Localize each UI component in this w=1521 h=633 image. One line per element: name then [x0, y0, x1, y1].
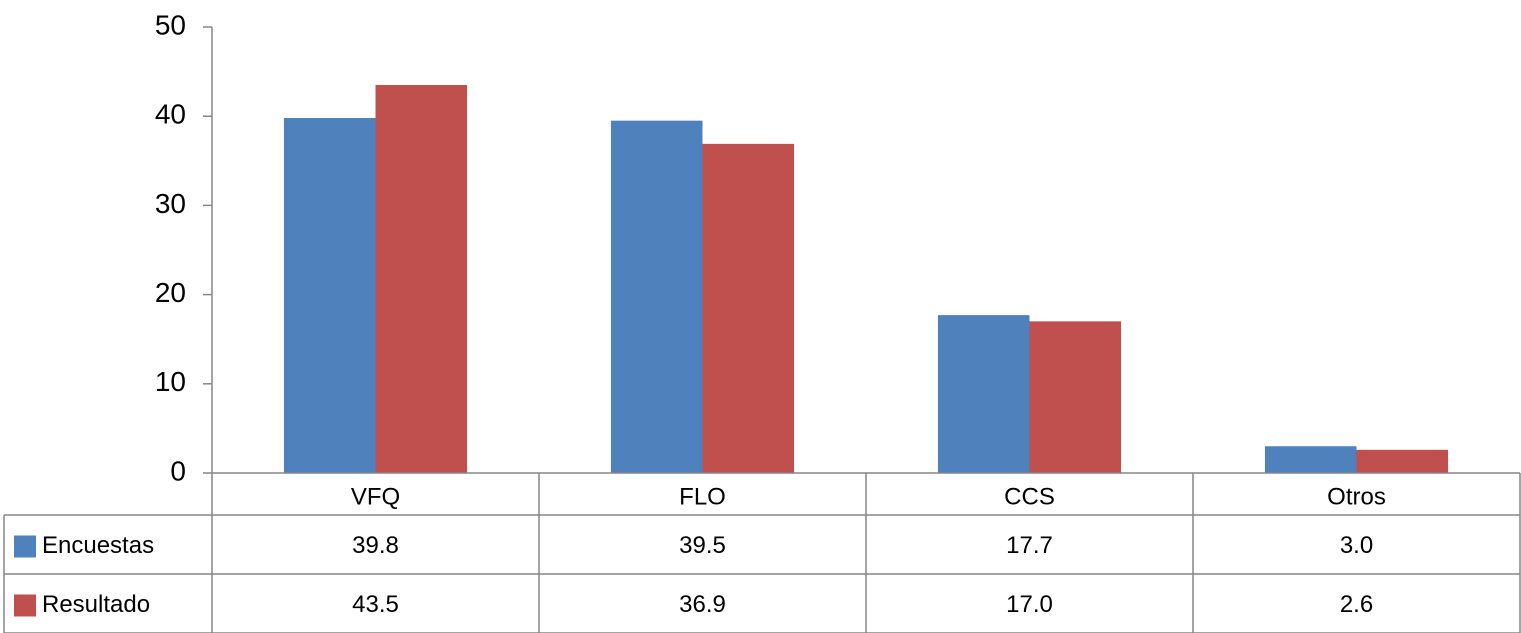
table-value: 36.9 — [679, 591, 726, 618]
table-value: 2.6 — [1340, 591, 1373, 618]
y-tick-label: 30 — [155, 188, 186, 219]
legend-key — [14, 594, 36, 617]
legend-label: Resultado — [42, 591, 150, 618]
legend-label: Encuestas — [42, 532, 154, 559]
y-tick-label: 10 — [155, 366, 186, 397]
x-tick-label: Otros — [1327, 483, 1386, 510]
table-value: 17.0 — [1006, 591, 1053, 618]
bar — [1264, 446, 1357, 473]
x-tick-label: VFQ — [351, 483, 400, 510]
bar — [610, 120, 703, 473]
bar — [375, 84, 468, 473]
legend-key — [14, 535, 36, 558]
table-value: 43.5 — [352, 591, 399, 618]
table-value: 39.5 — [679, 532, 726, 559]
bar — [1356, 449, 1449, 473]
table-value: 3.0 — [1340, 532, 1373, 559]
x-tick-label: CCS — [1004, 483, 1055, 510]
bar — [1029, 321, 1122, 473]
y-tick-label: 40 — [155, 99, 186, 130]
bar — [283, 117, 376, 473]
x-tick-label: FLO — [679, 483, 726, 510]
y-tick-label: 20 — [155, 277, 186, 308]
y-tick-label: 0 — [170, 455, 186, 486]
bar — [702, 143, 795, 474]
bar — [937, 315, 1030, 473]
table-value: 39.8 — [352, 532, 399, 559]
table-value: 17.7 — [1006, 532, 1053, 559]
y-tick-label: 50 — [155, 9, 186, 40]
